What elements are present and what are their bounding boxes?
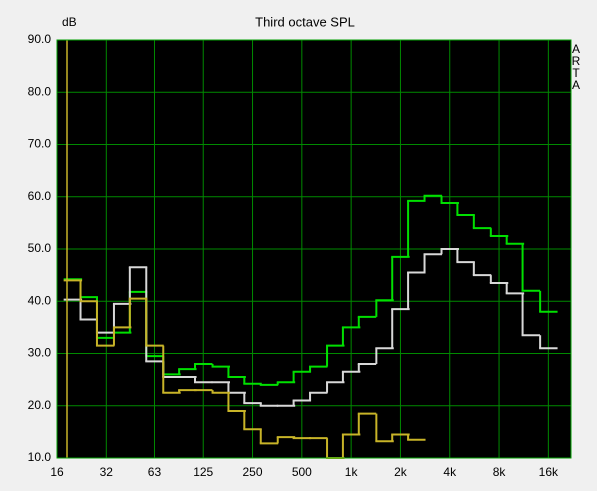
y-tick-label: 90.0 [28, 32, 52, 46]
chart-title: Third octave SPL [255, 14, 355, 29]
plot [56, 39, 571, 459]
x-tick-label: 16k [539, 465, 559, 479]
y-tick-label: 70.0 [28, 137, 52, 151]
y-tick-label: 60.0 [28, 189, 52, 203]
x-tick-label: 250 [243, 465, 263, 479]
y-tick-label: 80.0 [28, 84, 52, 98]
x-tick-label: 63 [148, 465, 162, 479]
plot-frame [56, 39, 572, 459]
x-tick-label: 4k [443, 465, 457, 479]
y-tick-label: 10.0 [28, 450, 52, 464]
x-tick-label: 500 [292, 465, 312, 479]
x-tick-label: 32 [100, 465, 114, 479]
y-tick-label: 20.0 [28, 398, 52, 412]
x-tick-label: 16 [50, 465, 64, 479]
x-tick-label: 125 [193, 465, 213, 479]
y-tick-label: 40.0 [28, 293, 52, 307]
x-tick-label: 1k [345, 465, 359, 479]
y-unit: dB [62, 15, 77, 29]
x-tick-label: 8k [493, 465, 507, 479]
watermark: ARTA [569, 42, 583, 90]
x-tick-label: 2k [394, 465, 408, 479]
y-tick-label: 50.0 [28, 241, 52, 255]
y-tick-label: 30.0 [28, 346, 52, 360]
